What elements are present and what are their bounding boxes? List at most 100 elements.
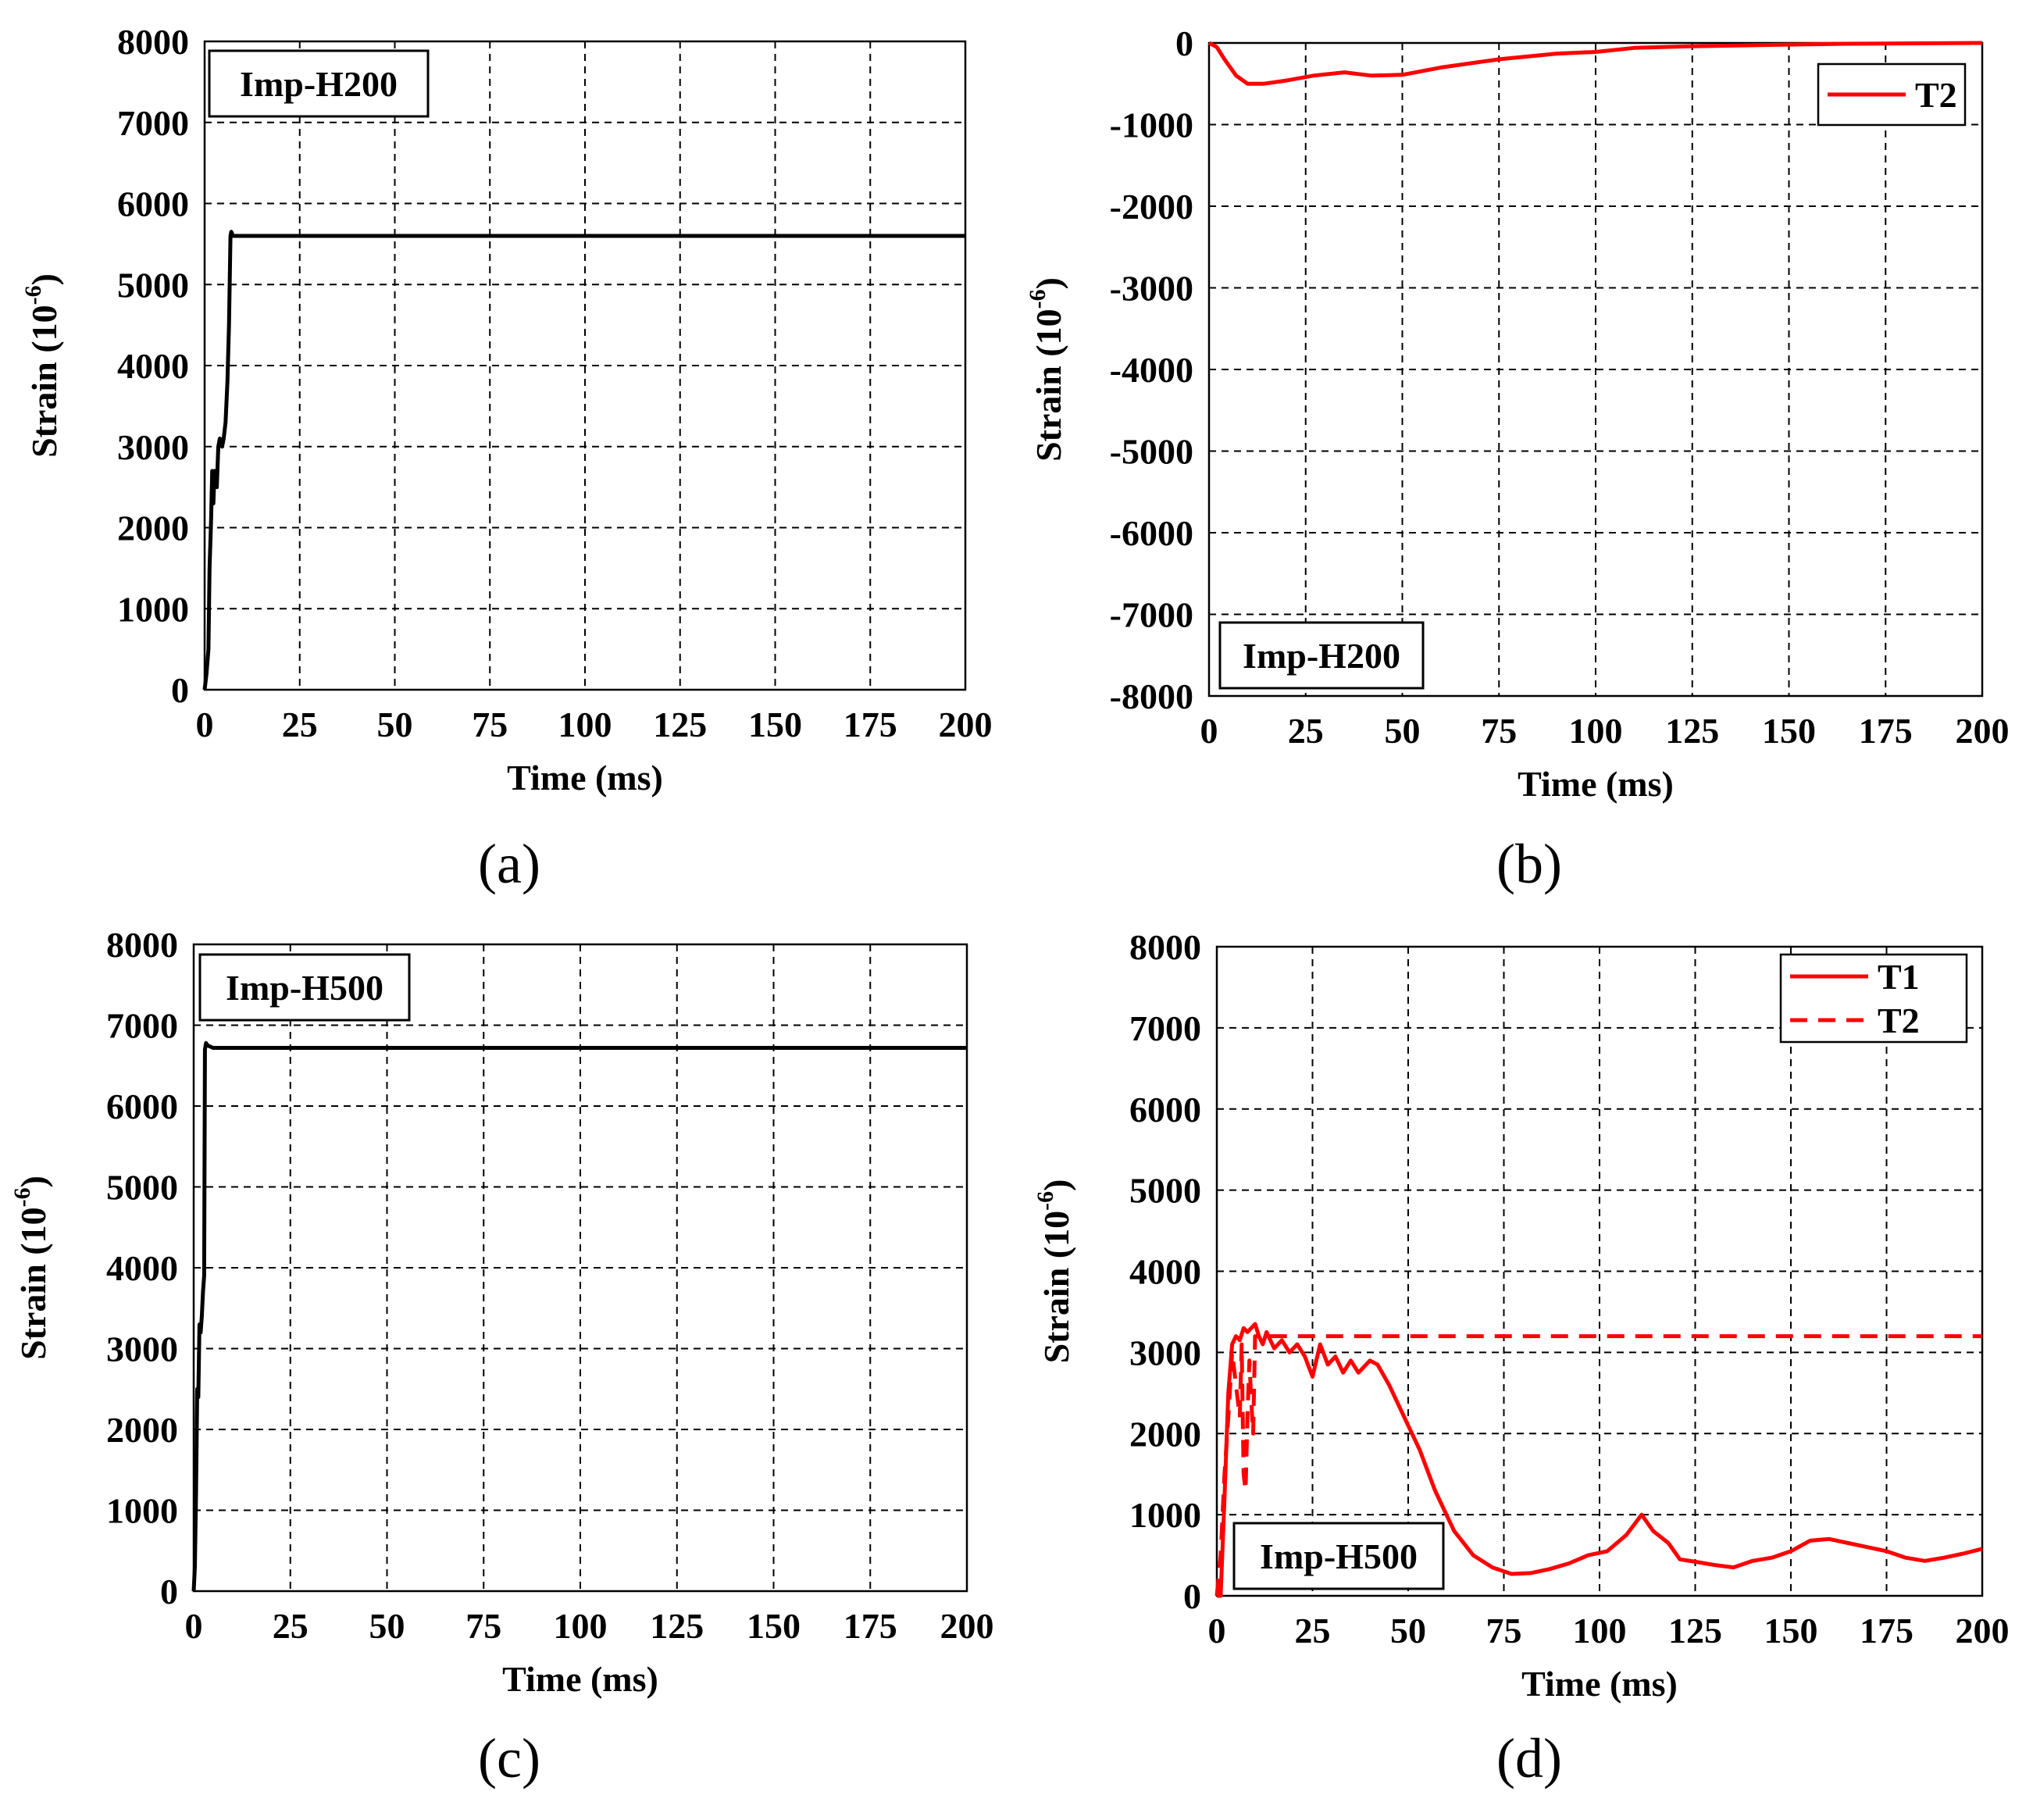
y-axis-title-close: ) bbox=[13, 1176, 53, 1187]
y-tick-label: 0 bbox=[171, 670, 189, 710]
annotation-label: Imp-H500 bbox=[226, 968, 383, 1008]
x-tick-label: 200 bbox=[1956, 1611, 2010, 1650]
annotation-box bbox=[208, 49, 430, 118]
x-tick-label: 150 bbox=[747, 1606, 801, 1646]
x-tick-label: 75 bbox=[465, 1606, 501, 1646]
x-tick-label: 0 bbox=[196, 705, 214, 744]
y-tick-label: 2000 bbox=[106, 1410, 178, 1450]
chart-panel-d: 0 25 50 75 100 125 150 175 200010002000300040005… bbox=[1033, 927, 2010, 1790]
panel-label: (a) bbox=[478, 833, 540, 895]
y-tick-label: 3000 bbox=[117, 427, 189, 467]
y-tick-label: -6000 bbox=[1110, 513, 1193, 553]
chart-panel-a: 0 25 50 75 100 125 150 175 200010002000300040005… bbox=[20, 22, 993, 895]
x-axis-title: Time (ms) bbox=[507, 758, 663, 798]
x-axis-title: Time (ms) bbox=[1518, 764, 1674, 804]
y-tick-label: -1000 bbox=[1110, 105, 1193, 145]
x-tick-label: 0 bbox=[1200, 711, 1218, 751]
y-tick-label: 0 bbox=[1175, 23, 1193, 63]
y-tick-label: 4000 bbox=[117, 346, 189, 386]
y-axis-title-main: Strain (10 bbox=[24, 305, 64, 458]
y-axis-title-main: Strain (10 bbox=[13, 1207, 53, 1360]
y-axis-title-close: ) bbox=[24, 273, 64, 285]
y-tick-label: 2000 bbox=[1129, 1414, 1201, 1454]
y-tick-label: 5000 bbox=[1129, 1171, 1201, 1211]
x-tick-label: 0 bbox=[185, 1606, 203, 1646]
panel-label: (b) bbox=[1496, 833, 1562, 895]
plot-frame bbox=[1215, 945, 1984, 1597]
y-tick-label: 3000 bbox=[1129, 1333, 1201, 1372]
y-tick-label: 0 bbox=[1183, 1576, 1201, 1616]
y-tick-label: 3000 bbox=[106, 1329, 178, 1369]
x-tick-label: 75 bbox=[1486, 1611, 1522, 1650]
y-tick-label: -8000 bbox=[1110, 676, 1193, 716]
y-axis-title-exponent: -6 bbox=[1025, 289, 1050, 309]
x-tick-label: 100 bbox=[1569, 711, 1623, 751]
annotation-box bbox=[1232, 1522, 1445, 1590]
y-axis-title-exponent: -6 bbox=[20, 285, 46, 305]
x-tick-label: 100 bbox=[1573, 1611, 1627, 1650]
y-tick-label: 7000 bbox=[106, 1006, 178, 1046]
chart-panel-b: 0 25 50 75 100 125 150 175 200 -8000 -7000 -6000 -50… bbox=[1025, 23, 2010, 895]
y-tick-label: 8000 bbox=[117, 22, 189, 62]
y-tick-label: 7000 bbox=[1129, 1008, 1201, 1048]
y-axis-title: Strain (10-6) bbox=[1025, 277, 1068, 462]
x-tick-label: 175 bbox=[1860, 1611, 1914, 1650]
x-tick-label: 50 bbox=[1390, 1611, 1426, 1650]
y-axis-title: Strain (10-6) bbox=[20, 273, 64, 458]
y-tick-label: 6000 bbox=[106, 1087, 178, 1126]
x-tick-label: 125 bbox=[653, 705, 707, 744]
x-axis-title: Time (ms) bbox=[502, 1659, 658, 1699]
x-tick-label: 25 bbox=[1295, 1611, 1331, 1650]
y-tick-label: -7000 bbox=[1110, 595, 1193, 635]
plot-frame bbox=[1207, 41, 1984, 698]
y-tick-label: -4000 bbox=[1110, 350, 1193, 390]
plot-frame bbox=[203, 40, 967, 691]
y-axis-title-main: Strain (10 bbox=[1029, 309, 1068, 462]
x-tick-label: 50 bbox=[369, 1606, 405, 1646]
x-tick-label: 75 bbox=[1481, 711, 1517, 751]
legend-label-t2: T2 bbox=[1915, 75, 1957, 115]
x-tick-label: 75 bbox=[472, 705, 508, 744]
x-tick-label: 100 bbox=[554, 1606, 608, 1646]
y-tick-label: -2000 bbox=[1110, 187, 1193, 227]
series-line-t1 bbox=[1217, 1322, 1983, 1598]
x-tick-label: 200 bbox=[939, 705, 993, 744]
plot-frame bbox=[192, 943, 968, 1593]
y-tick-label: 5000 bbox=[117, 265, 189, 305]
chart-panel-c: 0 25 50 75 100 125 150 175 200010002000300040005… bbox=[9, 925, 994, 1790]
x-tick-label: 200 bbox=[940, 1606, 994, 1646]
x-tick-label: 175 bbox=[844, 705, 897, 744]
series-line-a bbox=[202, 230, 965, 691]
series-line-t2 bbox=[1207, 41, 1983, 86]
y-tick-label: 0 bbox=[160, 1572, 178, 1611]
x-tick-label: 50 bbox=[1385, 711, 1421, 751]
y-tick-label: 6000 bbox=[117, 184, 189, 224]
y-axis-title: Strain (10-6) bbox=[1033, 1179, 1076, 1364]
x-tick-label: 200 bbox=[1956, 711, 2010, 751]
y-axis-title-main: Strain (10 bbox=[1036, 1211, 1076, 1364]
y-tick-label: 1000 bbox=[1129, 1495, 1201, 1535]
y-axis-title-close: ) bbox=[1029, 277, 1068, 289]
x-tick-label: 150 bbox=[1762, 711, 1816, 751]
y-tick-label: 8000 bbox=[106, 925, 178, 965]
annotation-label: Imp-H200 bbox=[1243, 636, 1400, 676]
y-tick-label: 4000 bbox=[106, 1248, 178, 1288]
legend-box bbox=[1779, 953, 1968, 1044]
y-tick-label: 1000 bbox=[117, 589, 189, 629]
x-tick-label: 150 bbox=[1764, 1611, 1818, 1650]
legend-label-t1: T1 bbox=[1878, 957, 1920, 997]
y-tick-label: 4000 bbox=[1129, 1252, 1201, 1292]
y-tick-label: 5000 bbox=[106, 1168, 178, 1208]
y-tick-label: 2000 bbox=[117, 509, 189, 548]
y-tick-label: 8000 bbox=[1129, 927, 1201, 967]
x-tick-label: 175 bbox=[844, 1606, 897, 1646]
x-tick-label: 25 bbox=[1288, 711, 1324, 751]
x-tick-label: 100 bbox=[558, 705, 612, 744]
y-tick-label: -3000 bbox=[1110, 269, 1193, 309]
series-line-c bbox=[191, 1040, 967, 1592]
series-line-t2 bbox=[1214, 1334, 1982, 1597]
x-tick-label: 25 bbox=[273, 1606, 309, 1646]
x-axis-title: Time (ms) bbox=[1521, 1664, 1678, 1704]
